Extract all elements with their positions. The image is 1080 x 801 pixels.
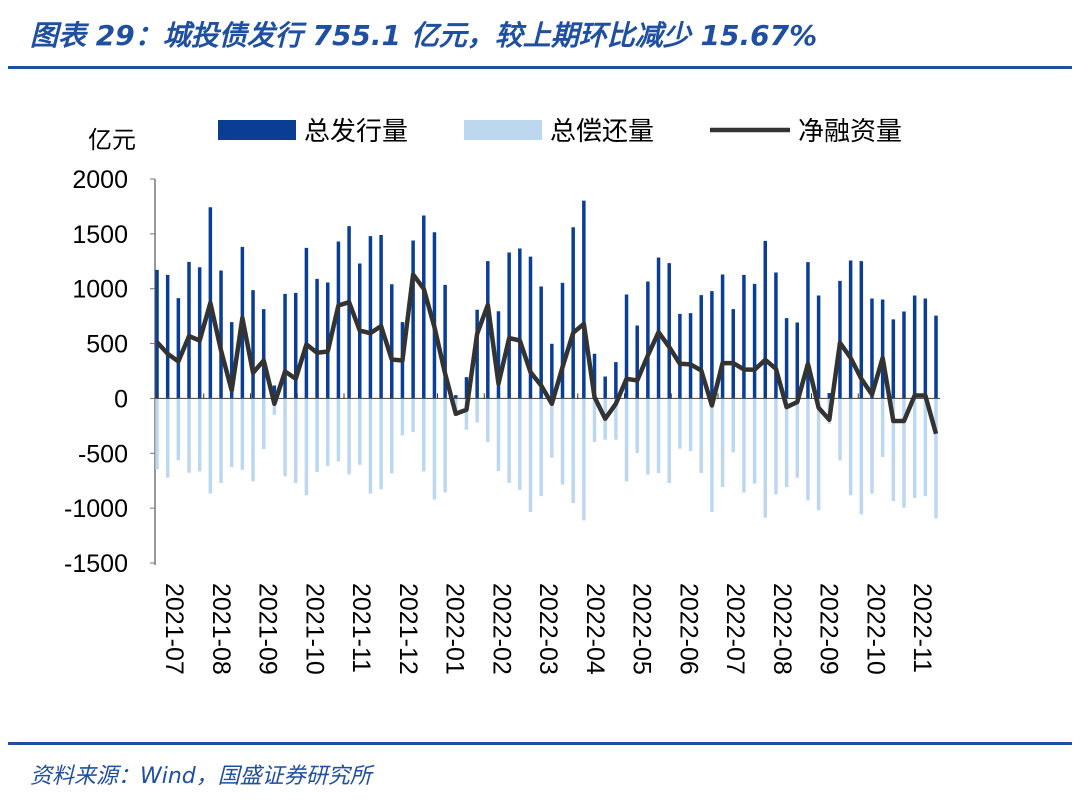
x-tick-label: 2022-07	[721, 583, 749, 675]
x-tick-label: 2021-08	[207, 583, 235, 675]
net-financing-line	[155, 272, 939, 435]
y-tick-label: 1500	[72, 221, 128, 249]
chart-title: 图表 29：城投债发行 755.1 亿元，较上期环比减少 15.67%	[30, 19, 818, 52]
title-divider	[8, 66, 1072, 69]
y-tick-label: 0	[114, 385, 128, 413]
y-tick-label: -1500	[64, 550, 128, 578]
x-tick-label: 2022-06	[674, 583, 702, 675]
chart: 2000 1500 1000 500 0 -500 -1000 -1500 亿元 2021-07 2…	[64, 117, 940, 675]
x-tick-label: 2021-07	[160, 583, 188, 675]
x-tick-label: 2022-03	[534, 583, 562, 675]
x-tick-label: 2021-10	[300, 583, 328, 675]
x-tick-label: 2021-11	[347, 583, 375, 673]
x-tick-label: 2022-11	[908, 583, 936, 673]
x-tick-label: 2021-09	[254, 583, 282, 675]
y-tick-label: 1000	[72, 276, 128, 304]
x-tick-label: 2022-05	[628, 583, 656, 675]
y-axis-unit: 亿元	[88, 126, 136, 154]
footer-divider	[8, 742, 1072, 745]
legend-label-net: 净融资量	[798, 117, 902, 147]
x-tick-label: 2022-04	[581, 583, 609, 675]
legend-label-issue: 总发行量	[304, 117, 408, 147]
y-tick-label: -500	[78, 440, 128, 468]
legend-swatch-repay	[464, 120, 542, 140]
legend-label-repay: 总偿还量	[550, 117, 654, 147]
x-tick-label: 2022-08	[768, 583, 796, 675]
x-tick-label: 2022-01	[441, 583, 469, 675]
source-note: 资料来源：Wind，国盛证券研究所	[30, 764, 372, 789]
x-tick-label: 2022-09	[815, 583, 843, 675]
y-tick-label: 500	[86, 331, 128, 359]
x-tick-label: 2021-12	[394, 583, 422, 675]
x-tick-label: 2022-10	[861, 583, 889, 675]
legend-swatch-issue	[218, 120, 296, 140]
y-tick-label: 2000	[72, 166, 128, 194]
x-tick-label: 2022-02	[487, 583, 515, 675]
y-tick-label: -1000	[64, 495, 128, 523]
